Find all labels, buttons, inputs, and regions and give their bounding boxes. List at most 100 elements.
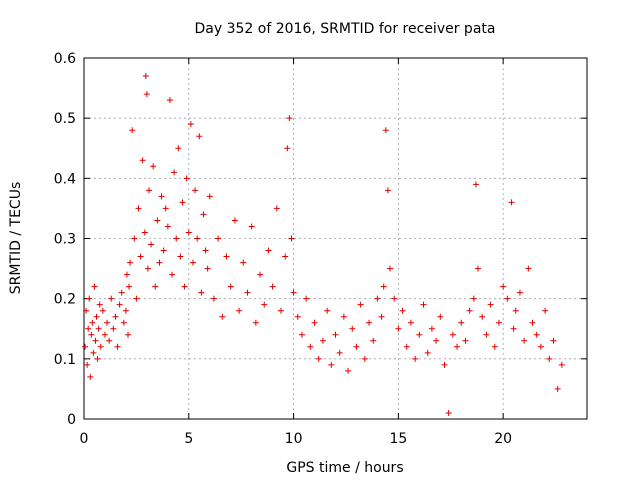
data-point (328, 361, 335, 368)
data-point (298, 331, 305, 338)
data-point (244, 289, 251, 296)
x-tick-label: 5 (184, 431, 193, 447)
data-point (90, 349, 97, 356)
data-point (185, 229, 192, 236)
data-point (525, 265, 532, 272)
data-point (96, 301, 103, 308)
data-point (361, 355, 368, 362)
x-tick-label: 20 (494, 431, 512, 447)
data-point (550, 337, 557, 344)
data-point (144, 265, 151, 272)
data-point (175, 145, 182, 152)
data-point (83, 307, 90, 314)
data-point (311, 319, 318, 326)
data-point (252, 319, 259, 326)
x-tick-label: 0 (80, 431, 89, 447)
data-point (139, 157, 146, 164)
data-point (380, 283, 387, 290)
data-point (521, 337, 528, 344)
data-point (92, 337, 99, 344)
data-point (315, 355, 322, 362)
data-point (324, 307, 331, 314)
data-point (189, 259, 196, 266)
data-point (454, 343, 461, 350)
y-tick-labels: 0 0.1 0.2 0.3 0.4 0.5 0.6 (54, 51, 76, 428)
y-tick-label: 0.2 (54, 292, 76, 308)
data-point (366, 319, 373, 326)
data-point (510, 325, 517, 332)
data-point (152, 283, 159, 290)
data-point (164, 223, 171, 230)
data-point (512, 307, 519, 314)
axis-ticks (83, 57, 587, 420)
data-point (441, 361, 448, 368)
data-point (192, 187, 199, 194)
data-point (403, 343, 410, 350)
data-point (143, 91, 150, 98)
data-point (340, 313, 347, 320)
data-point (294, 313, 301, 320)
data-points (82, 73, 565, 416)
data-point (475, 265, 482, 272)
data-point (353, 343, 360, 350)
data-point (122, 307, 129, 314)
data-point (142, 73, 149, 80)
data-point (156, 259, 163, 266)
data-point (504, 295, 511, 302)
data-point (166, 97, 173, 104)
data-point (470, 295, 477, 302)
data-point (87, 373, 94, 380)
data-point (508, 199, 515, 206)
data-point (131, 235, 138, 242)
data-point (162, 205, 169, 212)
data-point (395, 325, 402, 332)
y-tick-label: 0.4 (54, 171, 76, 187)
data-point (160, 247, 167, 254)
data-point (85, 325, 92, 332)
data-point (120, 319, 127, 326)
grid-lines (84, 58, 587, 419)
y-tick-label: 0.3 (54, 232, 76, 248)
data-point (206, 193, 213, 200)
data-point (179, 199, 186, 206)
data-point (349, 325, 356, 332)
data-point (542, 307, 549, 314)
x-tick-label: 15 (389, 431, 407, 447)
data-point (106, 337, 113, 344)
data-point (183, 175, 190, 182)
data-point (290, 289, 297, 296)
data-point (123, 271, 130, 278)
data-point (223, 253, 230, 260)
data-point (516, 289, 523, 296)
data-point (332, 331, 339, 338)
data-point (125, 331, 132, 338)
y-tick-label: 0.6 (54, 51, 76, 67)
data-point (114, 343, 121, 350)
data-point (204, 265, 211, 272)
data-point (171, 169, 178, 176)
data-point (135, 205, 142, 212)
data-point (187, 121, 194, 128)
data-point (173, 235, 180, 242)
data-point (219, 313, 226, 320)
data-point (104, 319, 111, 326)
data-point (288, 235, 295, 242)
data-point (357, 301, 364, 308)
data-point (307, 343, 314, 350)
data-point (126, 283, 133, 290)
data-point (86, 295, 93, 302)
data-point (265, 247, 272, 254)
data-point (133, 295, 140, 302)
data-point (500, 283, 507, 290)
data-point (210, 295, 217, 302)
data-point (200, 211, 207, 218)
data-point (336, 349, 343, 356)
data-point (97, 343, 104, 350)
data-point (257, 271, 264, 278)
data-point (118, 289, 125, 296)
data-point (433, 337, 440, 344)
data-point (437, 313, 444, 320)
data-point (88, 331, 95, 338)
data-point (303, 295, 310, 302)
